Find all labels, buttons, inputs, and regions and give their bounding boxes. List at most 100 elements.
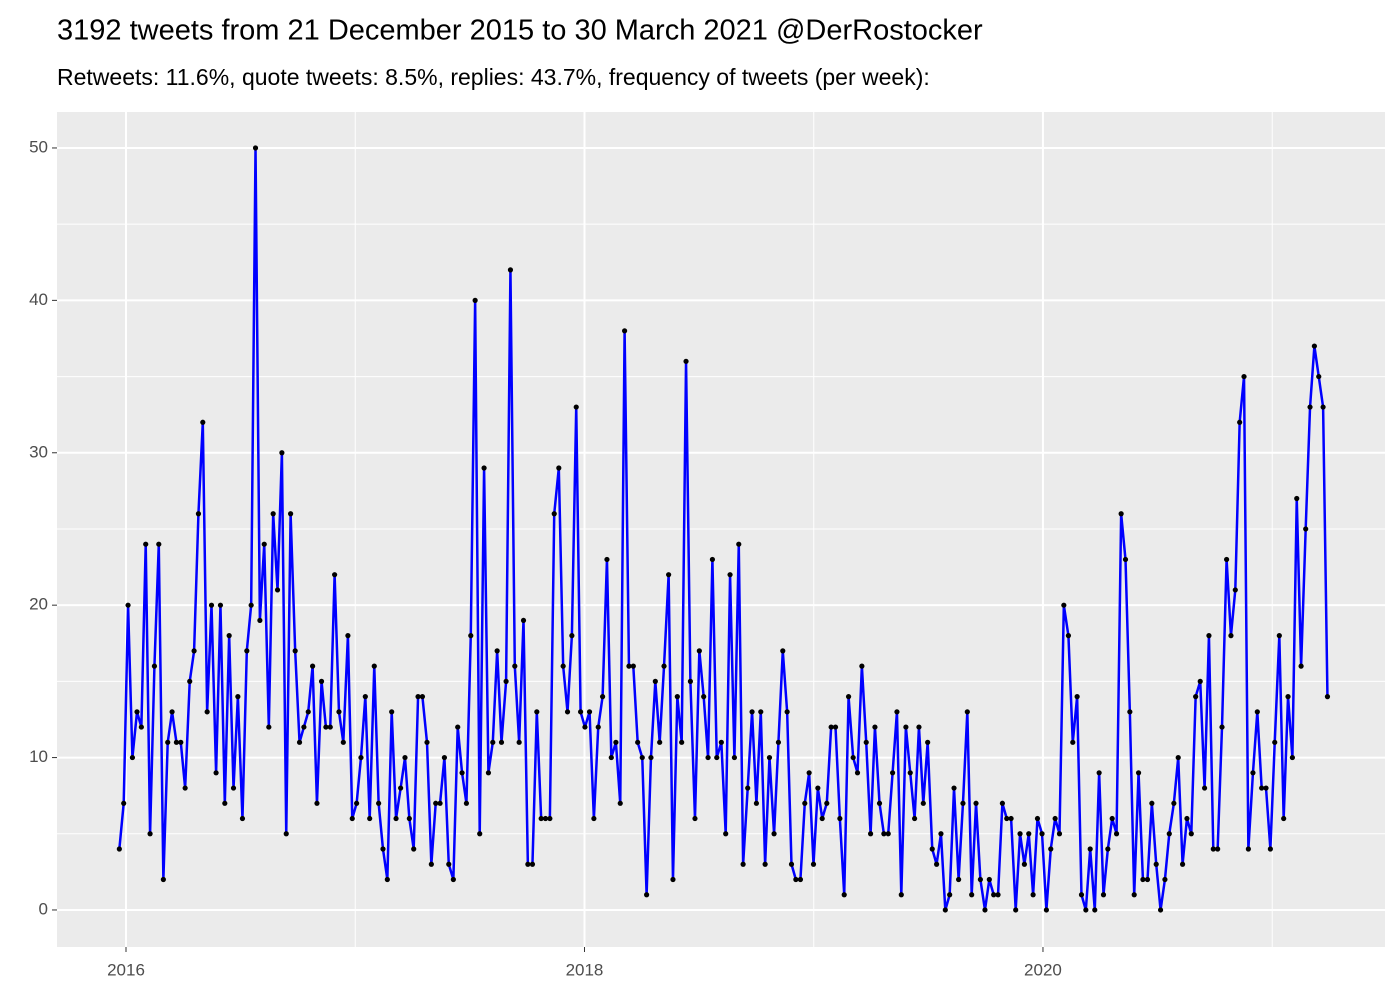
data-point [1039,831,1045,837]
data-point [542,815,549,822]
data-point [885,831,891,837]
data-point [349,815,355,822]
data-point [999,800,1005,806]
data-point [956,876,962,883]
data-point [248,602,254,608]
data-point [564,709,571,715]
data-point [934,861,940,867]
data-point [802,800,808,806]
data-point [810,861,817,867]
data-point [1179,861,1186,867]
data-point [222,800,228,806]
data-point [797,876,804,883]
data-point [455,724,461,730]
data-point [1144,876,1151,883]
data-point [1017,831,1023,837]
data-point [1013,907,1019,913]
data-point [1320,404,1326,410]
data-point [595,724,601,730]
data-point [494,648,500,654]
data-point [630,663,636,669]
y-tick-label: 0 [39,899,48,918]
data-point [784,709,790,715]
data-point [516,739,522,745]
data-point [1250,770,1256,776]
data-point [766,754,773,761]
data-point [942,907,948,913]
data-point [1184,815,1190,822]
data-point [1307,404,1313,410]
data-point [512,663,518,669]
data-point [1043,907,1050,913]
data-point [617,800,623,806]
data-point [1078,892,1085,898]
data-point [1210,846,1216,852]
data-point [472,297,478,303]
data-point [402,754,408,761]
data-point [1324,694,1331,700]
data-point [266,724,272,730]
y-tick-label: 10 [29,747,48,766]
data-point [534,709,540,715]
y-tick-label: 30 [29,442,48,461]
data-point [252,145,259,151]
data-point [406,815,412,822]
data-point [780,648,786,654]
data-point [793,876,799,883]
data-point [1166,831,1172,837]
data-point [1105,846,1111,852]
data-point [208,602,215,608]
y-tick-label: 20 [29,595,48,614]
data-point [1074,694,1080,700]
data-point [867,831,874,837]
data-point [960,800,966,806]
data-point [872,724,878,730]
x-tick-label: 2018 [566,960,604,979]
data-point [666,572,672,578]
data-point [652,678,658,684]
data-point [520,617,527,624]
data-point [591,815,597,822]
data-point [437,800,443,806]
data-point [1188,831,1194,837]
data-point [982,907,988,913]
data-point [586,709,593,715]
data-point [485,770,492,776]
data-point [411,846,417,852]
data-point [876,800,883,806]
data-point [468,633,474,639]
data-point [837,815,843,822]
data-point [727,572,733,578]
data-point [182,785,188,791]
data-point [991,892,997,898]
data-point [336,709,342,715]
data-point [762,861,768,867]
data-point [889,770,896,776]
data-point [1153,861,1159,867]
data-point [841,892,847,898]
data-point [116,846,122,852]
data-point [441,754,448,761]
data-point [121,800,127,806]
data-point [859,663,865,669]
data-point [160,876,166,883]
data-point [973,800,979,806]
data-point [714,754,720,761]
data-point [736,541,742,547]
data-point [490,739,496,745]
data-point [753,800,760,806]
data-point [1030,892,1036,898]
data-point [459,770,465,776]
data-point [1206,633,1212,639]
chart-title: 3192 tweets from 21 December 2015 to 30 … [57,15,983,47]
data-point [1228,633,1234,639]
data-point [1237,419,1243,425]
data-point [582,724,588,730]
data-point [507,267,514,273]
data-point [1004,815,1010,822]
data-point [657,739,663,745]
data-point [925,739,931,745]
data-point [1311,343,1317,349]
data-point [538,815,544,822]
